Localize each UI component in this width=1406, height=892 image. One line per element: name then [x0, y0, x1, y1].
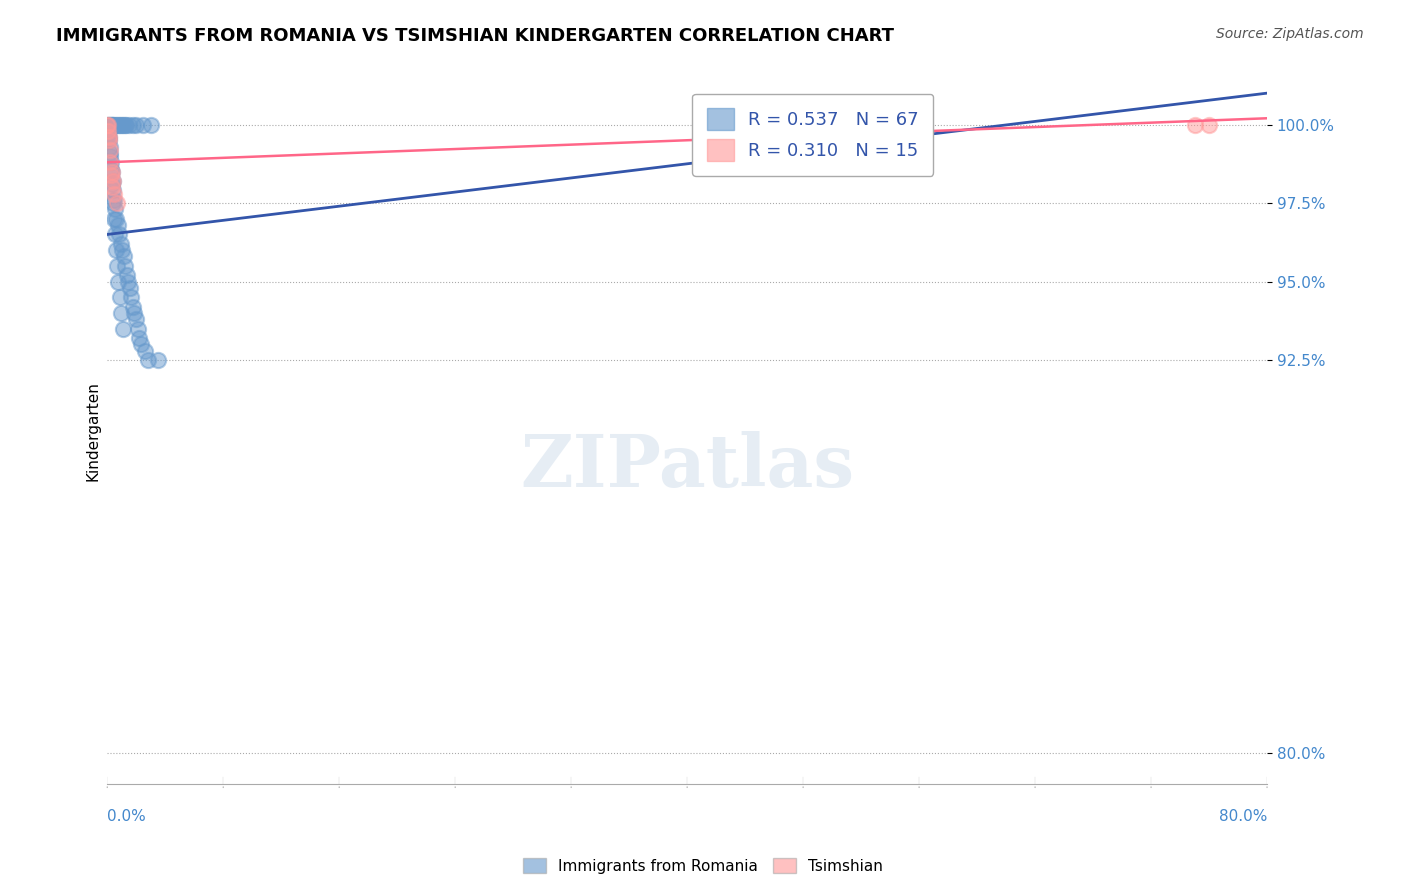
Point	[111, 243, 134, 257]
Point	[128, 331, 150, 345]
Point	[100, 155, 122, 169]
Point	[129, 337, 152, 351]
Point	[104, 243, 127, 257]
Point	[139, 118, 162, 132]
Point	[114, 118, 136, 132]
Point	[104, 227, 127, 242]
Text: Source: ZipAtlas.com: Source: ZipAtlas.com	[1216, 27, 1364, 41]
Point	[97, 124, 120, 138]
Point	[105, 259, 128, 273]
Point	[104, 118, 127, 132]
Point	[105, 196, 128, 211]
Point	[98, 139, 121, 153]
Point	[121, 300, 143, 314]
Point	[110, 236, 132, 251]
Point	[103, 193, 125, 207]
Point	[127, 321, 149, 335]
Point	[111, 321, 134, 335]
Point	[97, 118, 120, 132]
Text: ZIPatlas: ZIPatlas	[520, 431, 855, 501]
Point	[122, 118, 145, 132]
Point	[108, 227, 131, 242]
Point	[122, 306, 145, 320]
Point	[112, 118, 135, 132]
Point	[101, 174, 124, 188]
Point	[108, 118, 131, 132]
Text: 80.0%: 80.0%	[1219, 809, 1267, 824]
Point	[105, 118, 128, 132]
Text: 0.0%: 0.0%	[107, 809, 146, 824]
Point	[100, 161, 122, 176]
Point	[110, 118, 132, 132]
Point	[101, 118, 124, 132]
Point	[97, 118, 120, 132]
Point	[103, 186, 125, 201]
Point	[125, 118, 148, 132]
Point	[98, 143, 121, 157]
Legend: Immigrants from Romania, Tsimshian: Immigrants from Romania, Tsimshian	[517, 852, 889, 880]
Point	[101, 174, 124, 188]
Point	[118, 118, 141, 132]
Point	[101, 118, 124, 132]
Point	[103, 184, 125, 198]
Point	[146, 353, 169, 368]
Point	[1184, 118, 1206, 132]
Point	[110, 306, 132, 320]
Point	[97, 127, 120, 141]
Point	[96, 118, 118, 132]
Point	[98, 130, 121, 145]
Point	[103, 211, 125, 226]
Point	[120, 290, 142, 304]
Point	[100, 164, 122, 178]
Point	[118, 281, 141, 295]
Point	[98, 118, 121, 132]
Point	[132, 118, 155, 132]
Point	[107, 218, 129, 232]
Point	[98, 133, 121, 147]
Point	[98, 133, 121, 147]
Point	[96, 118, 118, 132]
Point	[134, 343, 156, 358]
Point	[111, 118, 134, 132]
Point	[101, 178, 124, 192]
Point	[100, 149, 122, 163]
Point	[104, 202, 127, 217]
Point	[124, 312, 146, 326]
Point	[101, 180, 124, 194]
Point	[98, 130, 121, 145]
Point	[115, 268, 138, 283]
Point	[101, 164, 124, 178]
Point	[103, 118, 125, 132]
Point	[1198, 118, 1220, 132]
Point	[97, 120, 120, 135]
Point	[101, 196, 124, 211]
Point	[105, 211, 128, 226]
Y-axis label: Kindergarten: Kindergarten	[86, 381, 100, 481]
Point	[107, 275, 129, 289]
Point	[114, 259, 136, 273]
Point	[108, 290, 131, 304]
Point	[100, 118, 122, 132]
Text: IMMIGRANTS FROM ROMANIA VS TSIMSHIAN KINDERGARTEN CORRELATION CHART: IMMIGRANTS FROM ROMANIA VS TSIMSHIAN KIN…	[56, 27, 894, 45]
Legend: R = 0.537   N = 67, R = 0.310   N = 15: R = 0.537 N = 67, R = 0.310 N = 15	[692, 94, 934, 176]
Point	[100, 168, 122, 182]
Point	[100, 155, 122, 169]
Point	[100, 118, 122, 132]
Point	[98, 145, 121, 160]
Point	[112, 250, 135, 264]
Point	[98, 118, 121, 132]
Point	[136, 353, 159, 368]
Point	[97, 124, 120, 138]
Point	[115, 118, 138, 132]
Point	[117, 275, 139, 289]
